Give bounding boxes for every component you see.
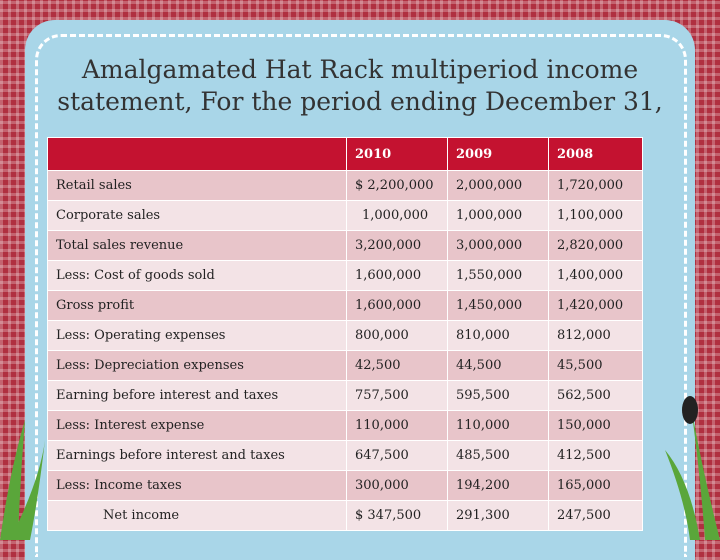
cell: 45,500 — [548, 350, 643, 381]
cell: 1,420,000 — [548, 290, 643, 321]
cell: 1,100,000 — [548, 200, 643, 231]
header-cell: 2008 — [548, 137, 643, 171]
table-row: Net income $ 347,500 291,300 247,500 — [47, 500, 643, 531]
cell: 247,500 — [548, 500, 643, 531]
row-label: Net income — [47, 500, 347, 531]
row-label: Less: Operating expenses — [47, 320, 347, 351]
grass — [0, 396, 720, 540]
cell: 412,500 — [548, 440, 643, 471]
cell: 757,500 — [346, 380, 448, 411]
row-label: Total sales revenue — [47, 230, 347, 261]
cell: 1,000,000 — [447, 200, 549, 231]
header-cell: 2009 — [447, 137, 549, 171]
cell: 44,500 — [447, 350, 549, 381]
cell: 1,720,000 — [548, 170, 643, 201]
cell: 562,500 — [548, 380, 643, 411]
row-label: Less: Income taxes — [47, 470, 347, 501]
cell: 1,400,000 — [548, 260, 643, 291]
cell: 595,500 — [447, 380, 549, 411]
cell: 1,450,000 — [447, 290, 549, 321]
cell: 800,000 — [346, 320, 448, 351]
table-row: Less: Income taxes 300,000 194,200 165,000 — [47, 470, 643, 501]
cell: $ 2,200,000 — [346, 170, 448, 201]
cell: 810,000 — [447, 320, 549, 351]
cell: 1,550,000 — [447, 260, 549, 291]
row-label: Gross profit — [47, 290, 347, 321]
header-cell — [47, 137, 347, 171]
cell: 1,600,000 — [346, 290, 448, 321]
table-row: Less: Cost of goods sold 1,600,000 1,550,0… — [47, 260, 643, 291]
cell: 1,000,000 — [346, 200, 448, 231]
cell: 2,820,000 — [548, 230, 643, 261]
title: Amalgamated Hat Rack multiperiod income … — [57, 55, 663, 116]
cell: 150,000 — [548, 410, 643, 441]
table-row: Earning before interest and taxes 757,500… — [47, 380, 643, 411]
dashed-border — [35, 34, 687, 557]
table-row: Less: Depreciation expenses 42,500 44,500 4… — [47, 350, 643, 381]
cell: 3,200,000 — [346, 230, 448, 261]
cell: 42,500 — [346, 350, 448, 381]
cell: 1,600,000 — [346, 260, 448, 291]
table-row: Corporate sales 1,000,000 1,000,000 1,100,0… — [47, 200, 643, 231]
row-label: Retail sales — [47, 170, 347, 201]
row-label: Less: Cost of goods sold — [47, 260, 347, 291]
row-label: Less: Interest expense — [47, 410, 347, 441]
cell: 110,000 — [447, 410, 549, 441]
cell: 291,300 — [447, 500, 549, 531]
header-cell: 2010 — [346, 137, 448, 171]
grass-right — [665, 400, 720, 540]
cell: 2,000,000 — [447, 170, 549, 201]
table-row: Total sales revenue 3,200,000 3,000,000 2,8… — [47, 230, 643, 261]
cell: $ 347,500 — [346, 500, 448, 531]
cell: 300,000 — [346, 470, 448, 501]
cell: 110,000 — [346, 410, 448, 441]
cell: 485,500 — [447, 440, 549, 471]
row-label: Earning before interest and taxes — [47, 380, 347, 411]
cell: 3,000,000 — [447, 230, 549, 261]
ant — [682, 396, 698, 424]
table-row: Less: Interest expense 110,000 110,000 150,… — [47, 410, 643, 441]
cell: 165,000 — [548, 470, 643, 501]
table-row: Less: Operating expenses 800,000 810,000 81… — [47, 320, 643, 351]
cell: 812,000 — [548, 320, 643, 351]
table-row: Retail sales $ 2,200,000 2,000,000 1,720,00… — [47, 170, 643, 201]
cell: 647,500 — [346, 440, 448, 471]
grass-left — [0, 420, 45, 540]
row-label: Earnings before interest and taxes — [47, 440, 347, 471]
income-table: 2010 2009 2008 Retail sales $ 2,200,000 2,… — [47, 137, 643, 531]
row-label: Less: Depreciation expenses — [47, 350, 347, 381]
row-label: Corporate sales — [47, 200, 347, 231]
table-row: Gross profit 1,600,000 1,450,000 1,420,000 — [47, 290, 643, 321]
table-row: Earnings before interest and taxes 647,50… — [47, 440, 643, 471]
header-row: 2010 2009 2008 — [47, 137, 643, 171]
cell: 194,200 — [447, 470, 549, 501]
